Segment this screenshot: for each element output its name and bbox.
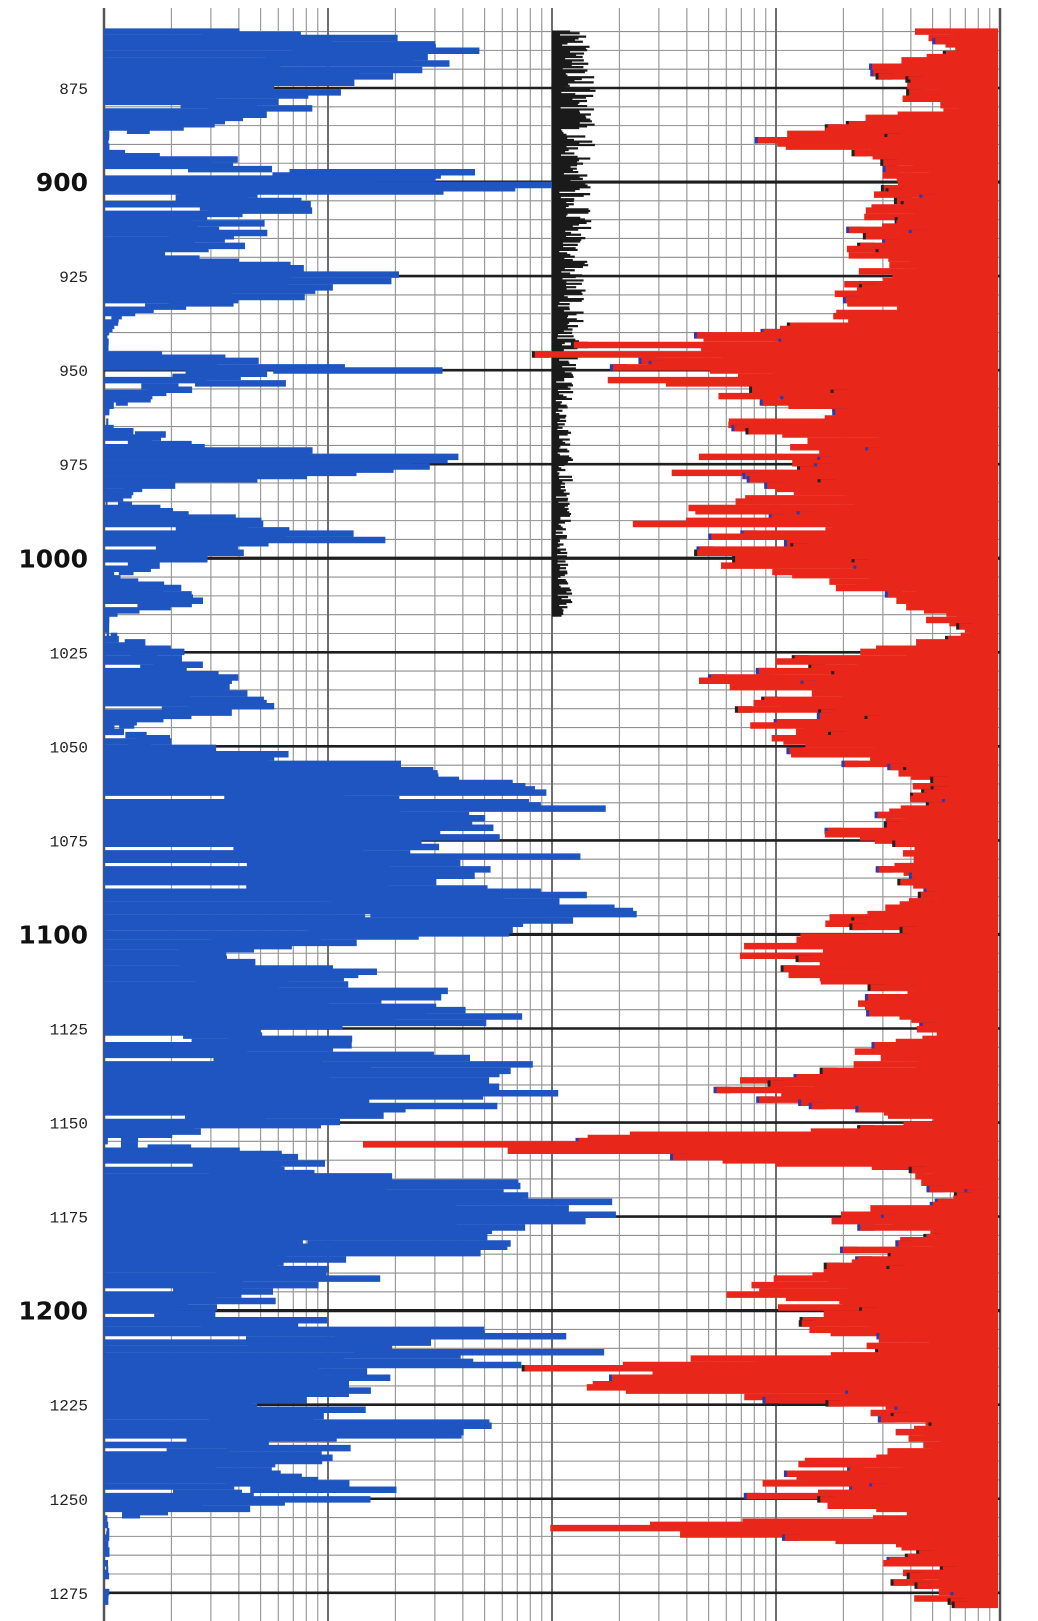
depth-tick-label: 925: [59, 269, 88, 287]
depth-axis-labels: 875 900 925 950 975 1000 1025 1050 1075 1100 1125 1…: [18, 81, 88, 1604]
depth-tick-label: 1050: [50, 739, 88, 757]
depth-tick-label: 1200: [18, 1297, 88, 1326]
depth-tick-label: 1075: [50, 833, 88, 851]
depth-tick-label: 1100: [18, 920, 88, 949]
log-curve-2: [552, 30, 596, 617]
depth-tick-label: 975: [59, 457, 88, 475]
depth-tick-label: 1175: [50, 1210, 88, 1228]
depth-tick-label: 875: [59, 81, 88, 99]
depth-tick-label: 1025: [50, 645, 88, 663]
curve-layer: [104, 28, 998, 1609]
depth-tick-label: 1275: [50, 1586, 88, 1604]
depth-tick-label: 1225: [50, 1398, 88, 1416]
log-curve-1: [104, 28, 637, 1605]
depth-tick-label: 950: [59, 363, 88, 381]
depth-tick-label: 1150: [50, 1116, 88, 1134]
depth-tick-label: 1250: [50, 1492, 88, 1510]
depth-tick-label: 1125: [50, 1022, 88, 1040]
depth-tick-label: 1000: [18, 544, 88, 573]
depth-tick-label: 900: [36, 168, 88, 197]
log-curve-3: [362, 28, 998, 1609]
